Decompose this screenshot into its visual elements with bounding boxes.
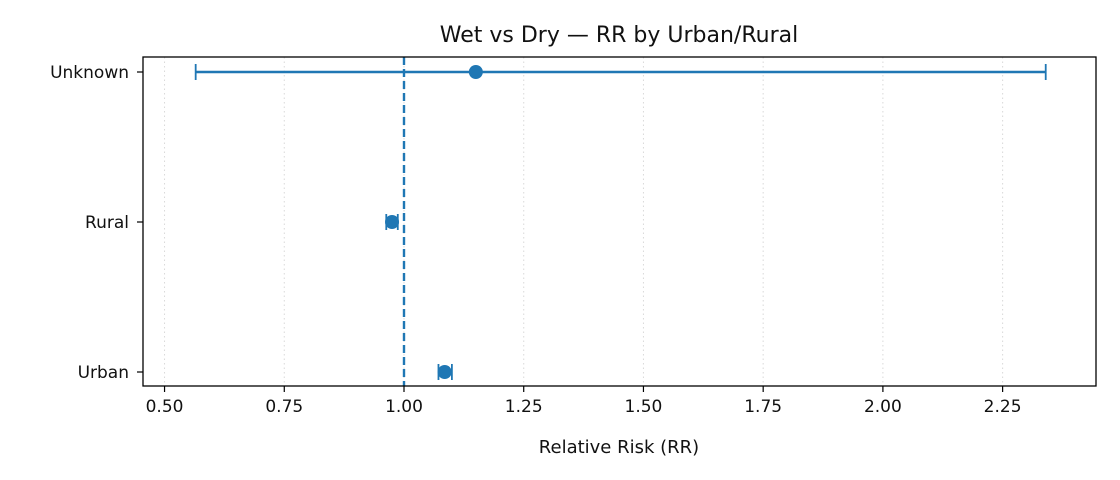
x-axis-ticks: 0.50 0.75 1.00 1.25 1.50 1.75 2.00 2.25 [146, 386, 1022, 417]
y-tick-label: Unknown [50, 63, 129, 83]
x-tick-label: 1.00 [385, 397, 423, 417]
x-tick-label: 2.00 [864, 397, 902, 417]
chart-title: Wet vs Dry — RR by Urban/Rural [440, 23, 798, 48]
x-tick-label: 1.50 [625, 397, 663, 417]
x-tick-label: 0.75 [265, 397, 303, 417]
y-axis-ticks: Unknown Rural Urban [50, 63, 143, 383]
rr-point [385, 215, 400, 229]
rr-point [468, 65, 483, 79]
y-tick-label: Urban [78, 363, 129, 383]
x-tick-label: 1.75 [744, 397, 782, 417]
y-tick-label: Rural [85, 213, 129, 233]
series-layer [194, 64, 1047, 380]
x-tick-label: 1.25 [505, 397, 543, 417]
rr-point [437, 365, 452, 379]
x-axis-label: Relative Risk (RR) [539, 437, 699, 458]
x-tick-label: 0.50 [146, 397, 184, 417]
x-tick-label: 2.25 [984, 397, 1022, 417]
